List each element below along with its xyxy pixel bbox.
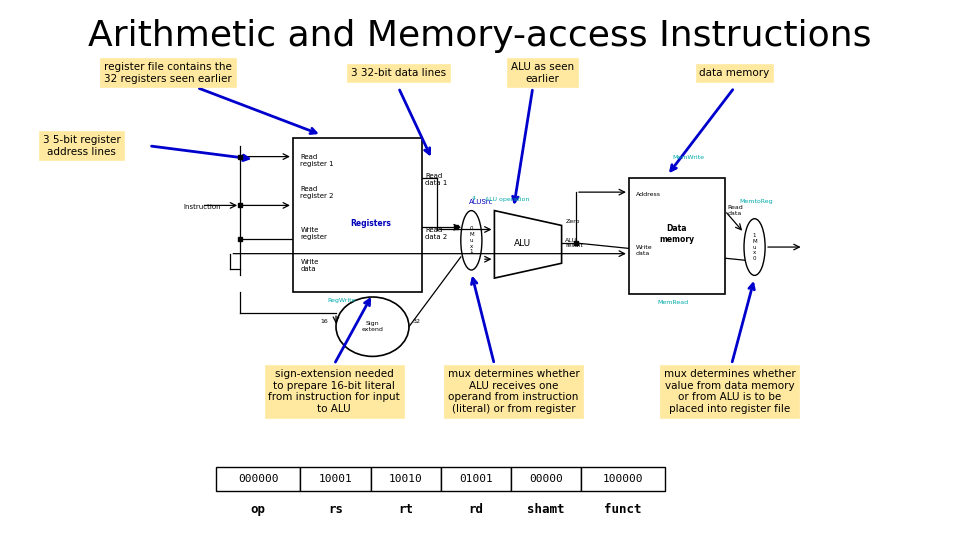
Text: ALU as seen
earlier: ALU as seen earlier	[511, 62, 574, 84]
Text: 01001: 01001	[459, 474, 492, 484]
Text: 1
M
u
x
0: 1 M u x 0	[753, 233, 756, 261]
Text: rt: rt	[398, 503, 413, 516]
FancyBboxPatch shape	[300, 467, 371, 491]
Polygon shape	[494, 211, 562, 278]
Text: MemtoReg: MemtoReg	[739, 199, 773, 204]
Text: MemWrite: MemWrite	[672, 156, 704, 160]
Text: 3 32-bit data lines: 3 32-bit data lines	[350, 68, 446, 78]
Text: Arithmetic and Memory-access Instructions: Arithmetic and Memory-access Instruction…	[88, 19, 872, 53]
Text: data memory: data memory	[699, 68, 770, 78]
Text: RegWrite: RegWrite	[327, 298, 356, 303]
Text: 00000: 00000	[529, 474, 563, 484]
Text: op: op	[251, 503, 266, 516]
Text: Read
data 2: Read data 2	[425, 227, 447, 240]
Text: MemRead: MemRead	[658, 300, 688, 305]
Text: ALU
result: ALU result	[565, 238, 584, 248]
Text: 10001: 10001	[319, 474, 352, 484]
Text: shamt: shamt	[527, 503, 564, 516]
FancyBboxPatch shape	[216, 467, 300, 491]
FancyBboxPatch shape	[371, 467, 441, 491]
Text: rs: rs	[328, 503, 343, 516]
Text: Address: Address	[636, 192, 660, 197]
FancyBboxPatch shape	[293, 138, 422, 292]
Text: Read
register 1: Read register 1	[300, 154, 334, 167]
Text: 0
M
u
x
1: 0 M u x 1	[469, 226, 473, 254]
Text: Write
data: Write data	[636, 245, 652, 255]
Text: Data
memory: Data memory	[660, 224, 694, 244]
Text: rd: rd	[468, 503, 483, 516]
Text: 000000: 000000	[238, 474, 278, 484]
Text: Sign
extend: Sign extend	[362, 321, 383, 332]
Text: Read
register 2: Read register 2	[300, 186, 334, 199]
Text: Write
data: Write data	[300, 259, 319, 272]
Text: 32: 32	[413, 319, 420, 324]
Text: funct: funct	[604, 503, 642, 516]
Text: 10010: 10010	[389, 474, 422, 484]
Text: ALU: ALU	[514, 239, 531, 247]
Text: mux determines whether
value from data memory
or from ALU is to be
placed into r: mux determines whether value from data m…	[663, 369, 796, 414]
FancyBboxPatch shape	[581, 467, 665, 491]
Text: Read
data: Read data	[728, 205, 743, 216]
FancyBboxPatch shape	[511, 467, 581, 491]
FancyBboxPatch shape	[441, 467, 511, 491]
Text: 16: 16	[321, 319, 328, 324]
Text: Instruction: Instruction	[183, 204, 221, 210]
Ellipse shape	[744, 219, 765, 275]
Text: Read
data 1: Read data 1	[425, 173, 447, 186]
Text: mux determines whether
ALU receives one
operand from instruction
(literal) or fr: mux determines whether ALU receives one …	[447, 369, 580, 414]
Text: ALUSrc: ALUSrc	[468, 199, 493, 205]
Text: Zero: Zero	[565, 219, 580, 224]
Text: ALU operation: ALU operation	[485, 198, 529, 202]
FancyBboxPatch shape	[629, 178, 725, 294]
Text: 4: 4	[471, 196, 475, 201]
Ellipse shape	[336, 297, 409, 356]
Text: register file contains the
32 registers seen earlier: register file contains the 32 registers …	[104, 62, 232, 84]
Text: Write
register: Write register	[300, 227, 327, 240]
Ellipse shape	[461, 211, 482, 270]
Text: sign-extension needed
to prepare 16-bit literal
from instruction for input
to AL: sign-extension needed to prepare 16-bit …	[268, 369, 400, 414]
Text: 3 5-bit register
address lines: 3 5-bit register address lines	[43, 135, 120, 157]
Text: Registers: Registers	[350, 219, 391, 228]
Text: 100000: 100000	[603, 474, 643, 484]
